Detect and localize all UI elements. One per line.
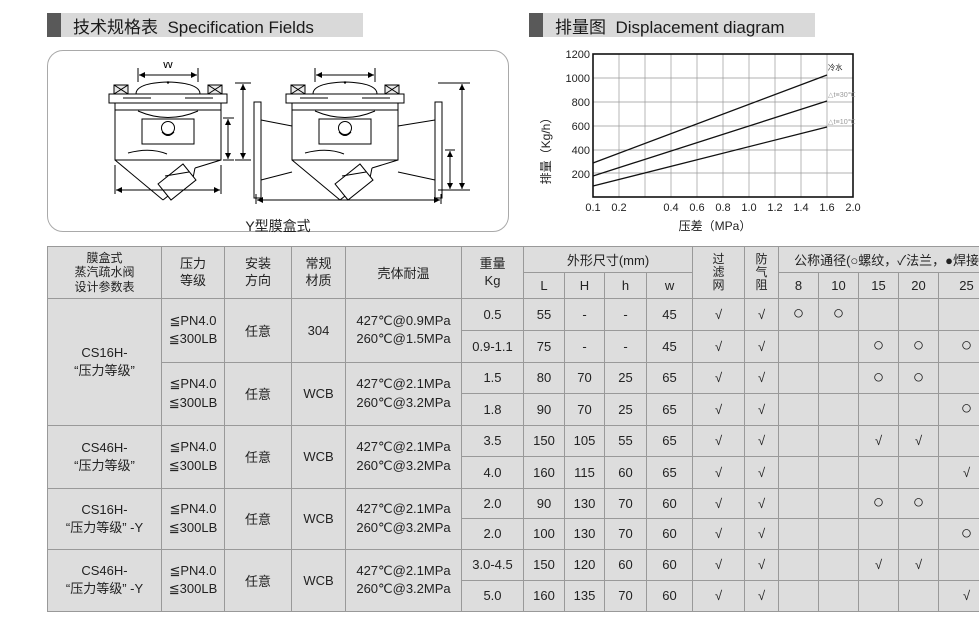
svg-text:H: H [468,131,476,143]
svg-text:0.4: 0.4 [663,202,678,214]
svg-text:800: 800 [572,97,590,109]
svg-text:2.0: 2.0 [845,202,860,214]
svg-text:1.4: 1.4 [793,202,808,214]
svg-text:400: 400 [572,145,590,157]
svg-text:排量（Kg/h）: 排量（Kg/h） [540,112,553,185]
svg-text:0.1: 0.1 [585,202,600,214]
svg-text:1000: 1000 [566,73,590,85]
svg-text:L: L [346,203,352,212]
svg-text:△t≡10℃: △t≡10℃ [828,117,856,126]
svg-text:W: W [340,62,351,71]
svg-text:1.0: 1.0 [741,202,756,214]
svg-text:h: h [226,134,232,145]
svg-text:1.6: 1.6 [819,202,834,214]
svg-text:600: 600 [572,121,590,133]
svg-text:压差（MPa）: 压差（MPa） [679,219,752,233]
svg-text:1200: 1200 [566,49,590,61]
svg-text:△t≡30℃: △t≡30℃ [828,90,856,99]
svg-text:1.2: 1.2 [767,202,782,214]
svg-text:h: h [448,162,454,173]
svg-text:200: 200 [572,169,590,181]
svg-text:0.6: 0.6 [689,202,704,214]
svg-text:0.8: 0.8 [715,202,730,214]
svg-text:W: W [163,62,174,71]
svg-text:0.2: 0.2 [611,202,626,214]
svg-text:冷水: 冷水 [828,63,842,72]
